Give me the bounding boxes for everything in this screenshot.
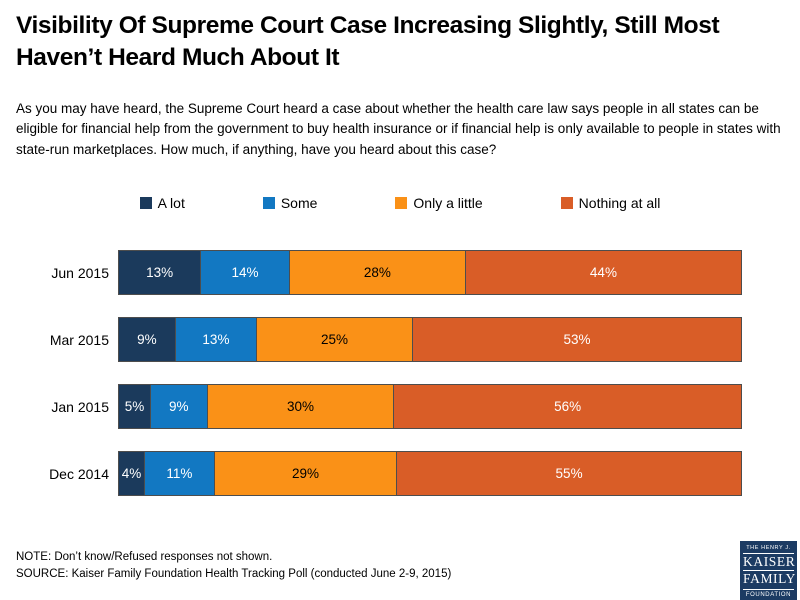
legend-item: Nothing at all (560, 195, 661, 211)
kff-foundation-logo: THE HENRY J. KAISER FAMILY FOUNDATION (740, 541, 797, 600)
bar-segment: 56% (393, 384, 742, 429)
bar-segment: 28% (288, 250, 466, 295)
bar-segment: 9% (118, 317, 176, 362)
legend-label: Only a little (413, 195, 483, 211)
bar-segment: 30% (206, 384, 395, 429)
survey-question-text: As you may have heard, the Supreme Court… (16, 101, 781, 157)
bar-row: Dec 2014 4% 11% 29% 55% (0, 451, 800, 496)
bar-segment: 29% (213, 451, 398, 496)
bar-segment: 4% (118, 451, 146, 496)
bar-segment: 5% (118, 384, 151, 429)
legend-swatch-icon (395, 197, 408, 209)
bar-segment: 13% (118, 250, 202, 295)
legend-item: Some (262, 195, 318, 211)
logo-line-3: FAMILY (743, 569, 796, 586)
legend-label: Some (280, 195, 318, 211)
logo-line-4: FOUNDATION (743, 588, 794, 598)
category-label: Mar 2015 (49, 331, 109, 348)
legend-item: A lot (139, 195, 185, 211)
legend-item: Only a little (395, 195, 483, 211)
bar-segment: 25% (256, 317, 413, 362)
bar-row: Mar 2015 9% 13% 25% 53% (0, 317, 800, 362)
bar-segment: 9% (149, 384, 208, 429)
legend-label: Nothing at all (578, 195, 661, 211)
bar-segment: 44% (464, 250, 742, 295)
stacked-bar: 5% 9% 30% 56% (118, 384, 742, 429)
bar-segment: 55% (396, 451, 743, 496)
chart-legend: A lot Some Only a little Nothing at all (0, 195, 800, 211)
page-title: Visibility Of Supreme Court Case Increas… (16, 12, 720, 71)
chart-footer: NOTE: Don’t know/Refused responses not s… (16, 549, 451, 584)
legend-swatch-icon (139, 197, 152, 209)
logo-line-1: THE HENRY J. (746, 545, 791, 551)
category-label: Jun 2015 (51, 264, 109, 281)
source-text: SOURCE: Kaiser Family Foundation Health … (16, 568, 452, 581)
bar-segment: 11% (144, 451, 215, 496)
bar-row: Jan 2015 5% 9% 30% 56% (0, 384, 800, 429)
stacked-bar: 9% 13% 25% 53% (118, 317, 742, 362)
category-label: Jan 2015 (51, 398, 109, 415)
category-label: Dec 2014 (49, 465, 109, 482)
bar-segment: 14% (200, 250, 290, 295)
logo-line-2: KAISER (743, 553, 796, 569)
bar-row: Jun 2015 13% 14% 28% 44% (0, 250, 800, 295)
stacked-bar: 4% 11% 29% 55% (118, 451, 743, 496)
bar-segment: 53% (411, 317, 742, 362)
legend-label: A lot (157, 195, 185, 211)
note-text: NOTE: Don’t know/Refused responses not s… (16, 551, 273, 563)
legend-swatch-icon (262, 197, 275, 209)
bar-segment: 13% (174, 317, 258, 362)
stacked-bar: 13% 14% 28% 44% (118, 250, 742, 295)
legend-swatch-icon (560, 197, 573, 209)
stacked-bar-chart: Jun 2015 13% 14% 28% 44% Mar 2015 9% 13% 25% 53% J… (0, 250, 800, 518)
